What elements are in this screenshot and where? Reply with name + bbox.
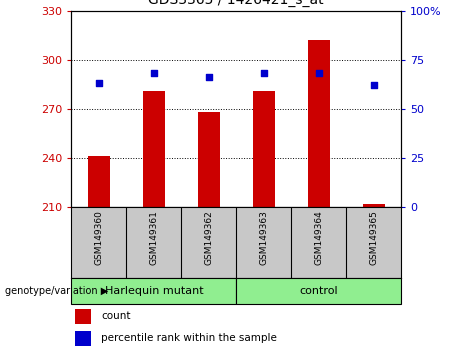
- Point: [205, 75, 213, 80]
- Bar: [71, 278, 236, 304]
- Text: percentile rank within the sample: percentile rank within the sample: [101, 333, 277, 343]
- Point: [370, 82, 377, 88]
- Text: count: count: [101, 312, 130, 321]
- Text: GSM149360: GSM149360: [95, 210, 103, 265]
- Text: Harlequin mutant: Harlequin mutant: [105, 286, 203, 296]
- Bar: [75, 331, 91, 346]
- Bar: [88, 156, 110, 207]
- Text: control: control: [299, 286, 338, 296]
- Bar: [363, 204, 384, 207]
- Bar: [75, 309, 91, 324]
- Bar: [236, 278, 401, 304]
- Text: GSM149362: GSM149362: [204, 210, 213, 265]
- Point: [95, 80, 103, 86]
- Text: GSM149364: GSM149364: [314, 210, 323, 265]
- Point: [315, 71, 322, 76]
- Title: GDS3365 / 1426421_s_at: GDS3365 / 1426421_s_at: [148, 0, 324, 7]
- Text: GSM149365: GSM149365: [369, 210, 378, 265]
- Bar: [198, 112, 220, 207]
- Bar: [143, 91, 165, 207]
- Bar: [253, 91, 275, 207]
- Text: genotype/variation ▶: genotype/variation ▶: [5, 286, 108, 296]
- Text: GSM149363: GSM149363: [259, 210, 268, 265]
- Text: GSM149361: GSM149361: [149, 210, 159, 265]
- Point: [150, 71, 158, 76]
- Bar: [307, 40, 330, 207]
- Point: [260, 71, 267, 76]
